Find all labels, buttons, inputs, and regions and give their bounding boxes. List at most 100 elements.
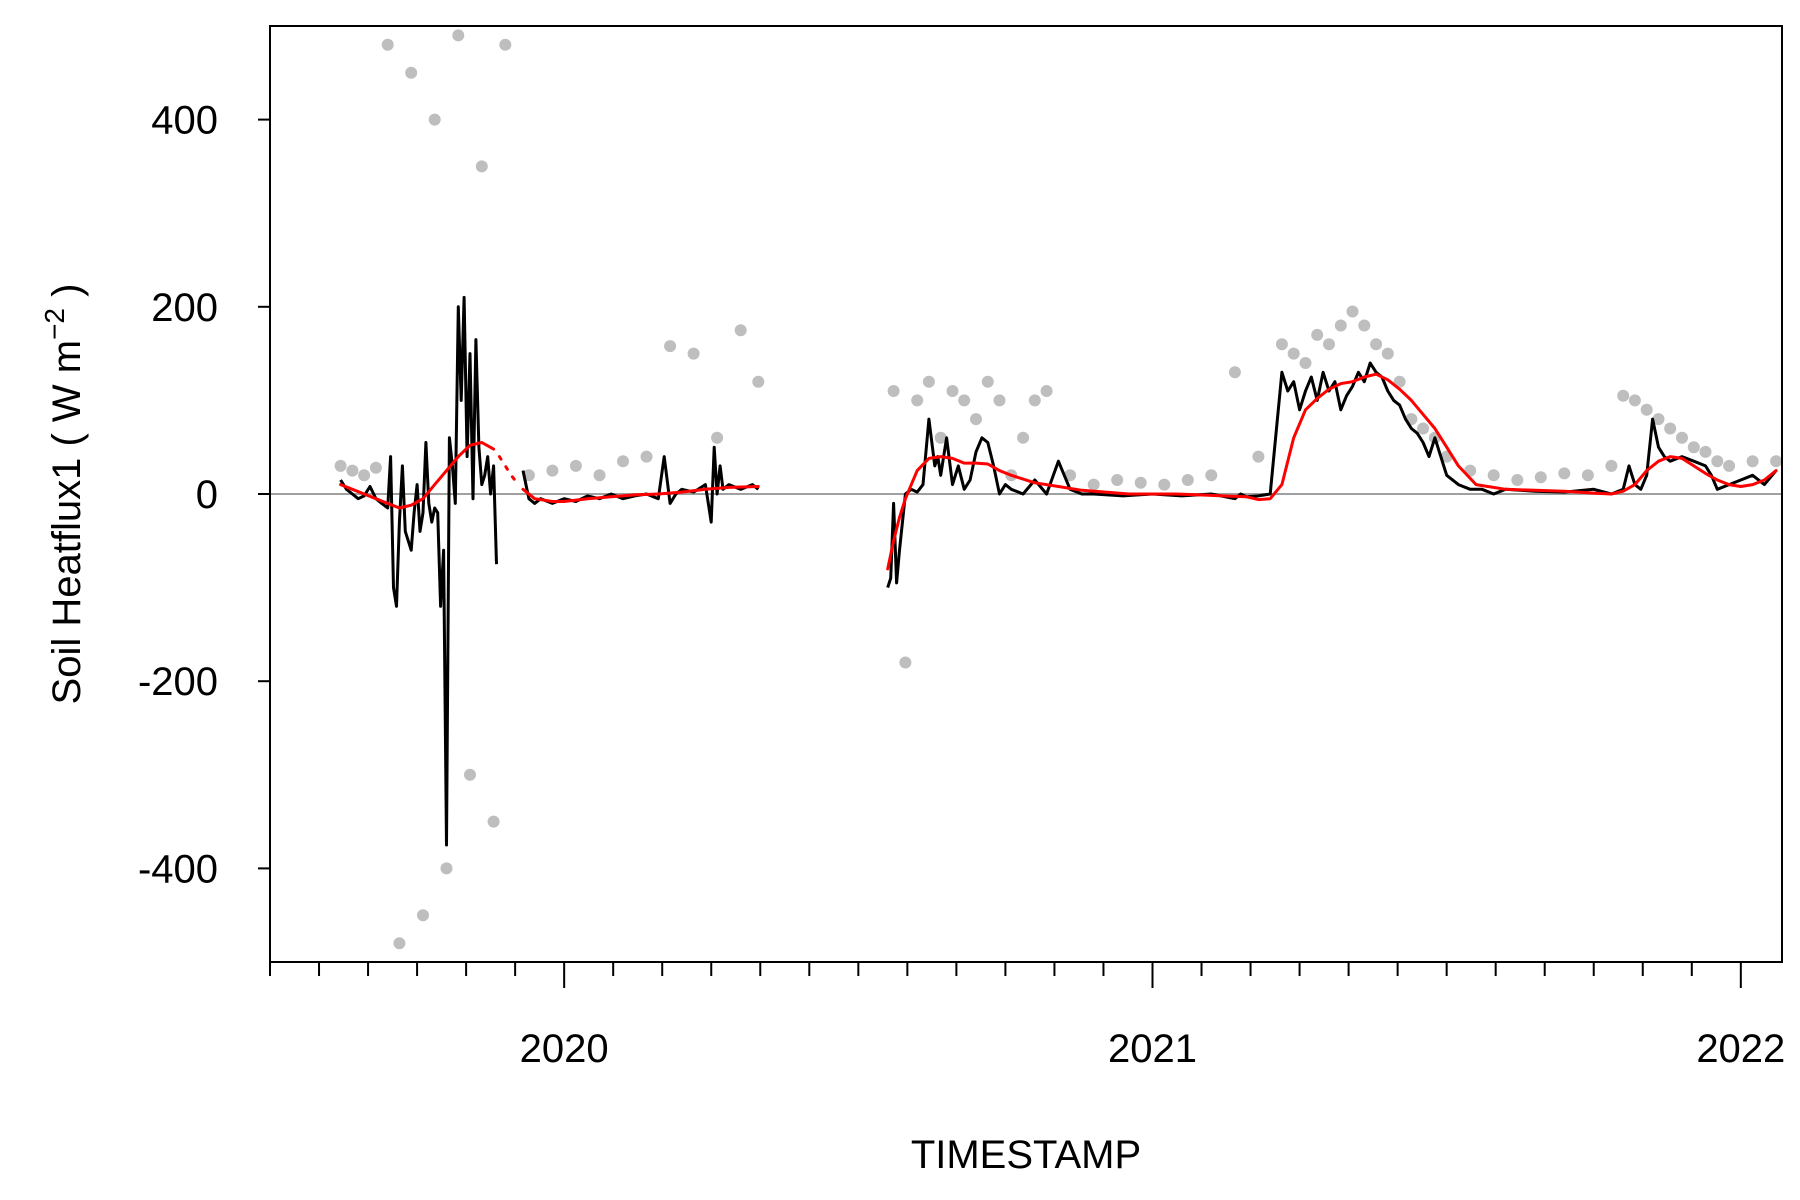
- raw-data-point: [452, 29, 465, 42]
- raw-data-point: [958, 394, 971, 407]
- raw-data-point: [346, 464, 359, 477]
- raw-data-point: [887, 385, 900, 397]
- raw-data-point: [1205, 469, 1218, 482]
- y-axis: 400 200 0 -200 -400: [138, 26, 271, 962]
- raw-data-point: [1534, 471, 1547, 484]
- raw-data-point: [993, 394, 1006, 407]
- raw-data-point: [1605, 459, 1618, 472]
- raw-data-point: [1028, 394, 1041, 407]
- raw-data-point: [334, 459, 347, 472]
- raw-data-point: [475, 160, 488, 173]
- raw-data-point: [1381, 347, 1394, 360]
- raw-data-point: [1299, 357, 1312, 369]
- raw-data-point: [1334, 319, 1347, 332]
- raw-data-point: [1370, 338, 1383, 351]
- smoothed-line-segment: [339, 441, 496, 510]
- raw-data-point: [1252, 450, 1265, 463]
- filtered-line-segment: [339, 295, 498, 847]
- smoothed-line-segment: [521, 485, 760, 503]
- raw-data-point: [1723, 459, 1736, 472]
- y-tick-label: -400: [138, 847, 218, 891]
- raw-data-point: [1358, 319, 1371, 332]
- raw-data-point: [1487, 469, 1500, 482]
- raw-data-point: [1017, 431, 1030, 444]
- raw-data-point: [1311, 328, 1324, 341]
- raw-data-point: [546, 464, 559, 477]
- raw-data-point: [1699, 445, 1712, 458]
- smoothed-line-layer: [339, 372, 1778, 571]
- raw-data-point: [1346, 305, 1359, 318]
- raw-data-point: [1687, 441, 1700, 454]
- raw-data-point: [358, 469, 371, 482]
- raw-data-point: [499, 38, 512, 51]
- raw-points-layer: [334, 29, 1783, 950]
- raw-data-point: [640, 450, 653, 463]
- raw-data-point: [1511, 474, 1524, 486]
- raw-data-point: [569, 459, 582, 472]
- raw-data-point: [405, 66, 418, 79]
- smoothed-line-segment: [497, 455, 519, 485]
- raw-data-point: [1228, 366, 1241, 379]
- raw-data-point: [1087, 478, 1100, 491]
- raw-data-point: [911, 394, 924, 407]
- raw-data-point: [1617, 389, 1630, 402]
- raw-data-point: [381, 38, 394, 51]
- y-tick-label: 200: [151, 286, 218, 330]
- raw-data-point: [1628, 394, 1641, 407]
- raw-data-point: [664, 340, 677, 353]
- raw-data-point: [970, 413, 982, 426]
- x-tick-label: 2020: [520, 1027, 609, 1071]
- y-tick-label: 400: [151, 99, 218, 143]
- raw-data-point: [487, 815, 500, 828]
- raw-data-point: [1393, 375, 1406, 388]
- x-tick-label: 2022: [1696, 1027, 1785, 1071]
- raw-data-point: [1581, 469, 1594, 482]
- raw-data-point: [1111, 474, 1124, 486]
- raw-data-point: [393, 937, 406, 950]
- raw-data-point: [1558, 467, 1571, 480]
- raw-data-point: [922, 375, 935, 388]
- raw-data-point: [946, 385, 959, 397]
- raw-data-point: [687, 347, 700, 360]
- raw-data-point: [417, 909, 429, 922]
- raw-data-point: [593, 469, 606, 482]
- x-axis: 2020 2021 2022: [269, 961, 1785, 1071]
- raw-data-point: [1040, 385, 1053, 397]
- raw-data-point: [1275, 338, 1288, 351]
- raw-data-point: [1287, 347, 1300, 360]
- raw-data-point: [1711, 455, 1724, 468]
- y-axis-title-superscript: −2: [39, 308, 70, 340]
- raw-data-point: [934, 431, 947, 444]
- y-tick-label: 0: [196, 473, 218, 517]
- raw-data-point: [440, 862, 453, 875]
- raw-data-point: [752, 375, 765, 388]
- y-tick-label: -200: [138, 660, 218, 704]
- raw-data-point: [1417, 422, 1430, 435]
- y-axis-title-close: ): [45, 284, 89, 308]
- raw-data-point: [1746, 455, 1759, 468]
- raw-data-point: [734, 324, 747, 337]
- raw-data-point: [617, 455, 629, 468]
- raw-data-point: [1770, 455, 1783, 468]
- raw-data-point: [1676, 431, 1688, 444]
- raw-data-point: [369, 461, 382, 474]
- y-axis-title: Soil Heatflux1 ( W m−2 ): [39, 284, 89, 705]
- raw-data-point: [1134, 476, 1147, 489]
- raw-data-point: [1652, 413, 1665, 426]
- raw-data-point: [1181, 474, 1194, 486]
- raw-data-point: [1323, 338, 1335, 351]
- raw-data-point: [464, 768, 476, 781]
- raw-data-point: [899, 656, 912, 669]
- x-tick-label: 2021: [1108, 1027, 1197, 1071]
- y-axis-title-main: Soil Heatflux1 ( W m: [45, 340, 89, 705]
- filtered-line-segment: [521, 445, 760, 524]
- raw-data-point: [428, 113, 441, 126]
- raw-data-point: [1640, 403, 1653, 416]
- x-axis-title: TIMESTAMP: [911, 1133, 1141, 1177]
- filtered-line-layer: [339, 295, 1778, 847]
- raw-data-point: [711, 431, 724, 444]
- smoothed-line-segment: [886, 372, 1778, 571]
- raw-data-point: [1664, 422, 1677, 435]
